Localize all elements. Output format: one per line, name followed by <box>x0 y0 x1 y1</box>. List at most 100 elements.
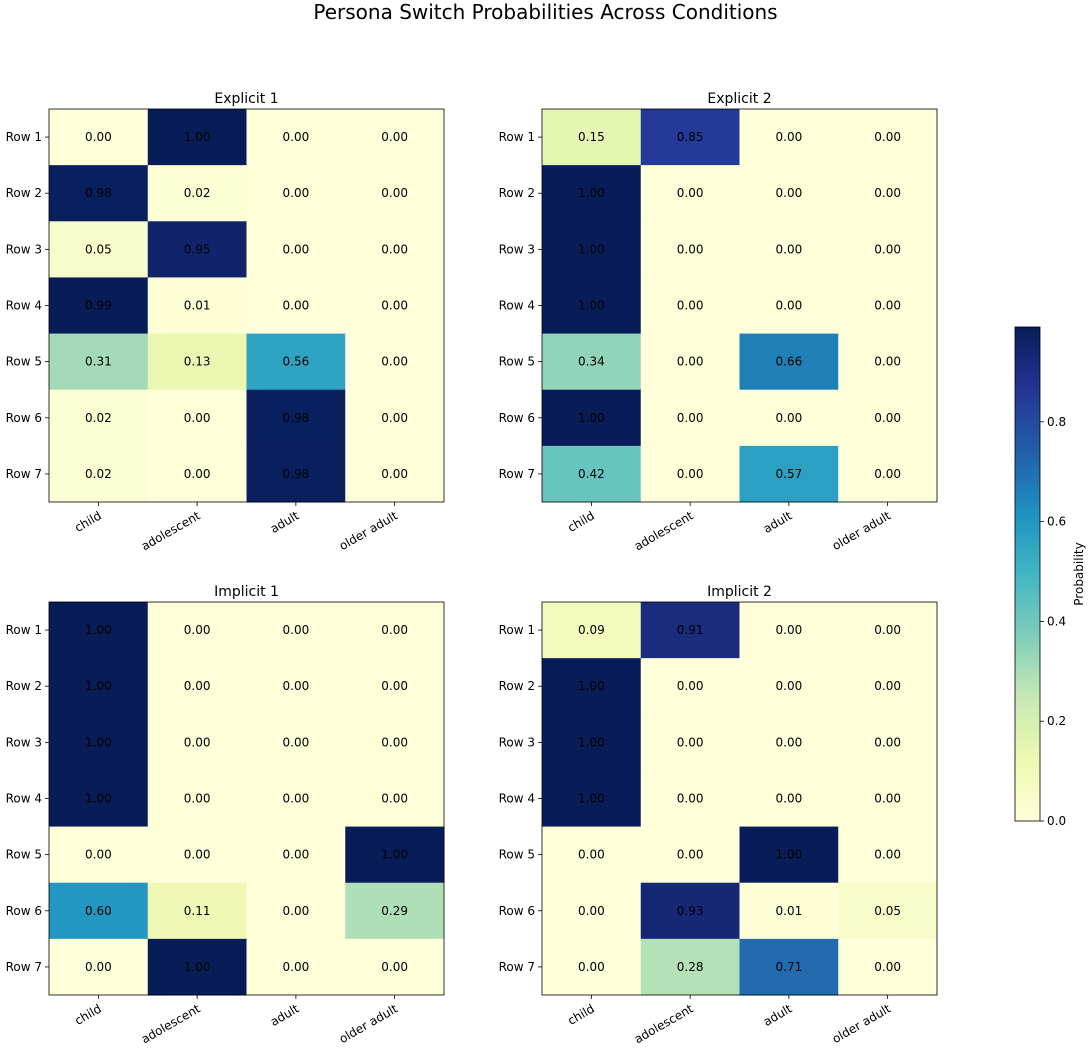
cell-value-label: 0.31 <box>85 355 112 369</box>
cell-value-label: 0.00 <box>283 299 310 313</box>
cell-value-label: 0.01 <box>776 904 803 918</box>
heatmap-cell <box>640 714 740 771</box>
cell-value-label: 0.00 <box>874 679 901 693</box>
y-tick-label: Row 4 <box>499 792 535 806</box>
cell-value-label: 0.42 <box>578 467 605 481</box>
heatmap-cell <box>640 938 740 996</box>
y-tick-label: Row 1 <box>6 130 42 144</box>
cell-value-label: 0.98 <box>85 186 112 200</box>
cell-value-label: 0.02 <box>85 411 112 425</box>
heatmap-cell <box>246 221 346 278</box>
heatmap-cell <box>345 658 445 715</box>
heatmap-cell <box>640 221 740 278</box>
cell-value-label: 0.00 <box>578 960 605 974</box>
cell-value-label: 0.00 <box>776 299 803 313</box>
x-tick-label: adolescent <box>139 1001 203 1046</box>
heatmap-cell <box>739 277 839 335</box>
heatmap-cell <box>147 333 247 391</box>
heatmap-cell <box>542 658 642 715</box>
cell-value-label: 0.28 <box>677 960 704 974</box>
cell-value-label: 0.00 <box>578 904 605 918</box>
cell-value-label: 0.09 <box>578 623 605 637</box>
cell-value-label: 0.00 <box>381 679 408 693</box>
y-tick-label: Row 2 <box>499 679 535 693</box>
y-tick-label: Row 3 <box>6 242 42 256</box>
heatmap-cell <box>147 602 247 659</box>
heatmap-cell <box>838 333 938 391</box>
heatmap-cell <box>542 165 642 222</box>
heatmap-cell <box>345 109 445 166</box>
x-tick-label: child <box>565 1001 597 1027</box>
heatmap-cell <box>739 333 839 391</box>
heatmap-cell <box>739 938 839 996</box>
cell-value-label: 0.00 <box>85 848 112 862</box>
cell-value-label: 0.00 <box>874 186 901 200</box>
x-tick-label: child <box>565 508 597 534</box>
colorbar-tick-label: 0.8 <box>1047 415 1066 429</box>
y-tick-label: Row 3 <box>6 735 42 749</box>
cell-value-label: 0.00 <box>874 411 901 425</box>
x-tick-label: adult <box>761 508 795 536</box>
heatmap-cell <box>246 333 346 391</box>
cell-value-label: 1.00 <box>776 848 803 862</box>
x-tick-label: older adult <box>830 1001 894 1046</box>
heatmap-cell <box>542 826 642 884</box>
cell-value-label: 1.00 <box>578 299 605 313</box>
cell-value-label: 0.95 <box>184 242 211 256</box>
heatmap-cell <box>246 826 346 884</box>
cell-value-label: 0.00 <box>677 299 704 313</box>
cell-value-label: 0.01 <box>184 299 211 313</box>
heatmap-cell <box>838 221 938 278</box>
heatmap-cell <box>542 714 642 771</box>
heatmap-cell <box>739 770 839 828</box>
heatmap-cell <box>49 714 149 771</box>
y-tick-label: Row 5 <box>6 355 42 369</box>
y-tick-label: Row 6 <box>499 411 535 425</box>
heatmap-cell <box>542 333 642 391</box>
heatmap-cell <box>246 602 346 659</box>
cell-value-label: 0.00 <box>283 186 310 200</box>
heatmap-cell <box>49 277 149 335</box>
cell-value-label: 0.13 <box>184 355 211 369</box>
heatmap-cell <box>49 826 149 884</box>
cell-value-label: 0.02 <box>184 186 211 200</box>
cell-value-label: 0.00 <box>184 792 211 806</box>
heatmap-cell <box>640 333 740 391</box>
cell-value-label: 0.57 <box>776 467 803 481</box>
heatmap-cell <box>542 445 642 503</box>
heatmap-cell <box>147 389 247 447</box>
cell-value-label: 0.29 <box>381 904 408 918</box>
cell-value-label: 0.71 <box>776 960 803 974</box>
heatmap-cell <box>838 109 938 166</box>
y-tick-label: Row 2 <box>499 186 535 200</box>
cell-value-label: 1.00 <box>85 735 112 749</box>
cell-value-label: 0.05 <box>874 904 901 918</box>
cell-value-label: 1.00 <box>381 848 408 862</box>
heatmap-cell <box>345 882 445 940</box>
cell-value-label: 0.00 <box>578 848 605 862</box>
cell-value-label: 0.00 <box>874 355 901 369</box>
cell-value-label: 0.00 <box>874 623 901 637</box>
heatmap-cell <box>246 165 346 222</box>
cell-value-label: 0.00 <box>381 186 408 200</box>
cell-value-label: 0.00 <box>874 242 901 256</box>
heatmap-cell <box>345 770 445 828</box>
y-tick-label: Row 3 <box>499 735 535 749</box>
heatmap-cell <box>640 826 740 884</box>
cell-value-label: 0.00 <box>776 792 803 806</box>
figure-title: Persona Switch Probabilities Across Cond… <box>313 0 778 24</box>
x-tick-label: child <box>72 1001 104 1027</box>
cell-value-label: 0.00 <box>874 130 901 144</box>
heatmap-cell <box>49 445 149 503</box>
cell-value-label: 0.00 <box>677 735 704 749</box>
heatmap-cell <box>147 714 247 771</box>
heatmap-cell <box>49 333 149 391</box>
x-tick-label: older adult <box>830 508 894 553</box>
heatmap-cell <box>640 165 740 222</box>
cell-value-label: 0.11 <box>184 904 211 918</box>
cell-value-label: 0.98 <box>283 467 310 481</box>
cell-value-label: 0.00 <box>677 848 704 862</box>
cell-value-label: 0.00 <box>874 299 901 313</box>
cell-value-label: 0.00 <box>381 735 408 749</box>
